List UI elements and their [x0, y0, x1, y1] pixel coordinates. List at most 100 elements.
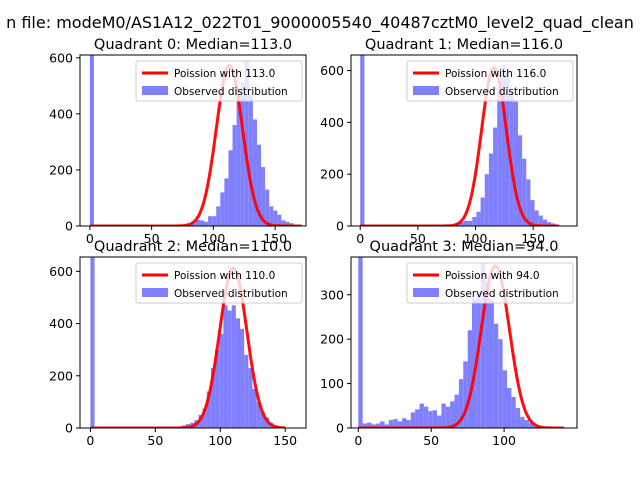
subplot-title: Quadrant 1: Median=116.0 — [365, 37, 563, 53]
hist-bar — [358, 257, 363, 428]
subplot-title: Quadrant 2: Median=110.0 — [94, 239, 292, 255]
y-tick-label: 200 — [49, 368, 73, 383]
hist-bar — [458, 379, 464, 428]
axes-frame — [79, 54, 307, 227]
y-tick-label: 400 — [320, 115, 344, 130]
hist-bar — [256, 401, 261, 428]
x-tick-label: 150 — [273, 433, 297, 448]
legend-hist-label: Observed distribution — [445, 288, 559, 300]
hist-bar — [423, 406, 429, 428]
hist-bar — [244, 354, 249, 428]
hist-bar — [384, 424, 389, 428]
hist-bar — [476, 211, 481, 226]
legend-box — [135, 60, 303, 102]
hist-bar — [191, 223, 196, 226]
hist-bar — [89, 55, 94, 226]
hist-bar — [256, 144, 262, 226]
hist-bar — [244, 60, 249, 226]
x-tick-label: 0 — [354, 433, 362, 448]
legend-poisson-label: Poission with 110.0 — [174, 270, 275, 282]
hist-bar — [480, 263, 486, 428]
x-tick-label: 100 — [464, 231, 488, 246]
hist-bar — [231, 305, 236, 428]
legend-poisson-label: Poission with 113.0 — [174, 68, 275, 80]
hist-bar — [265, 189, 270, 226]
hist-bar — [285, 221, 290, 226]
hist-bar — [367, 422, 372, 428]
hist-bar — [450, 401, 455, 428]
y-tick-label: 0 — [65, 219, 73, 234]
hist-bar — [248, 367, 253, 428]
hist-bar — [530, 200, 535, 226]
hist-bar — [509, 91, 514, 226]
legend-box — [135, 262, 303, 304]
hist-bar — [360, 55, 365, 226]
hist-bar — [428, 411, 433, 428]
hist-bar — [199, 220, 204, 226]
y-tick-label: 600 — [49, 50, 73, 65]
hist-bar — [202, 408, 207, 428]
hist-bar — [467, 330, 473, 428]
hist-bar — [493, 127, 498, 226]
hist-bar — [534, 210, 539, 226]
subplot-0: 0 50 100 150 0 200 400 600 Quadrant 0: Median=11… — [49, 37, 307, 246]
hist-bar — [468, 220, 473, 226]
hist-bar — [472, 216, 477, 226]
hist-bar — [513, 101, 518, 226]
hist-bar — [454, 394, 459, 428]
hist-bar — [232, 125, 237, 226]
hist-bar — [240, 328, 245, 428]
subplot-3: 0 50 100 0 100 200 300 Quadrant 3: Median=94.0 P… — [320, 239, 578, 448]
hist-bar — [227, 310, 232, 428]
hist-bar — [472, 299, 477, 428]
legend-hist-label: Observed distribution — [174, 86, 288, 98]
legend-hist-label: Observed distribution — [445, 86, 559, 98]
y-tick-label: 300 — [320, 287, 344, 302]
legend-hist-label: Observed distribution — [174, 288, 288, 300]
y-tick-label: 600 — [320, 63, 344, 78]
hist-bar — [476, 292, 481, 428]
hist-bar — [236, 94, 241, 226]
hist-bar — [497, 88, 502, 226]
hist-bar — [445, 406, 451, 428]
y-tick-label: 0 — [65, 421, 73, 436]
y-tick-label: 0 — [336, 421, 344, 436]
poisson-curve — [90, 266, 286, 428]
legend-hist-swatch — [413, 86, 439, 95]
x-tick-label: 0 — [86, 231, 94, 246]
hist-bar — [526, 179, 531, 226]
hist-bar — [502, 370, 508, 428]
y-tick-label: 400 — [49, 316, 73, 331]
hist-bar — [542, 219, 548, 226]
hist-bar — [517, 135, 523, 226]
legend-hist-swatch — [142, 86, 168, 95]
hist-bar — [208, 216, 213, 226]
x-tick-label: 0 — [86, 433, 94, 448]
hist-bar — [212, 216, 217, 226]
x-tick-label: 100 — [492, 433, 516, 448]
hist-bar — [375, 423, 381, 428]
poisson-curve — [89, 63, 302, 226]
hist-bar — [273, 210, 278, 226]
legend-hist-swatch — [413, 288, 439, 297]
subplot-title: Quadrant 3: Median=94.0 — [370, 239, 559, 255]
hist-bar — [493, 323, 499, 428]
hist-bar — [203, 221, 209, 226]
hist-bar — [459, 222, 464, 226]
hist-bar — [362, 423, 368, 428]
subplot-1: 0 50 100 150 0 200 400 600 Quadrant 1: Median=11… — [320, 37, 578, 246]
subplot-title: Quadrant 0: Median=113.0 — [94, 37, 292, 53]
hist-bar — [419, 403, 424, 428]
x-tick-label: 50 — [423, 433, 439, 448]
hist-bar — [432, 410, 438, 428]
hist-bar — [380, 421, 385, 428]
subplot-2: 0 50 100 150 0 200 400 600 Quadrant 2: Median=11… — [49, 239, 307, 448]
hist-bar — [489, 299, 494, 428]
hist-bar — [522, 158, 527, 226]
hist-bar — [480, 197, 485, 226]
y-tick-label: 200 — [320, 332, 344, 347]
hist-bar — [223, 305, 228, 428]
x-tick-label: 50 — [147, 433, 163, 448]
y-tick-label: 600 — [49, 264, 73, 279]
